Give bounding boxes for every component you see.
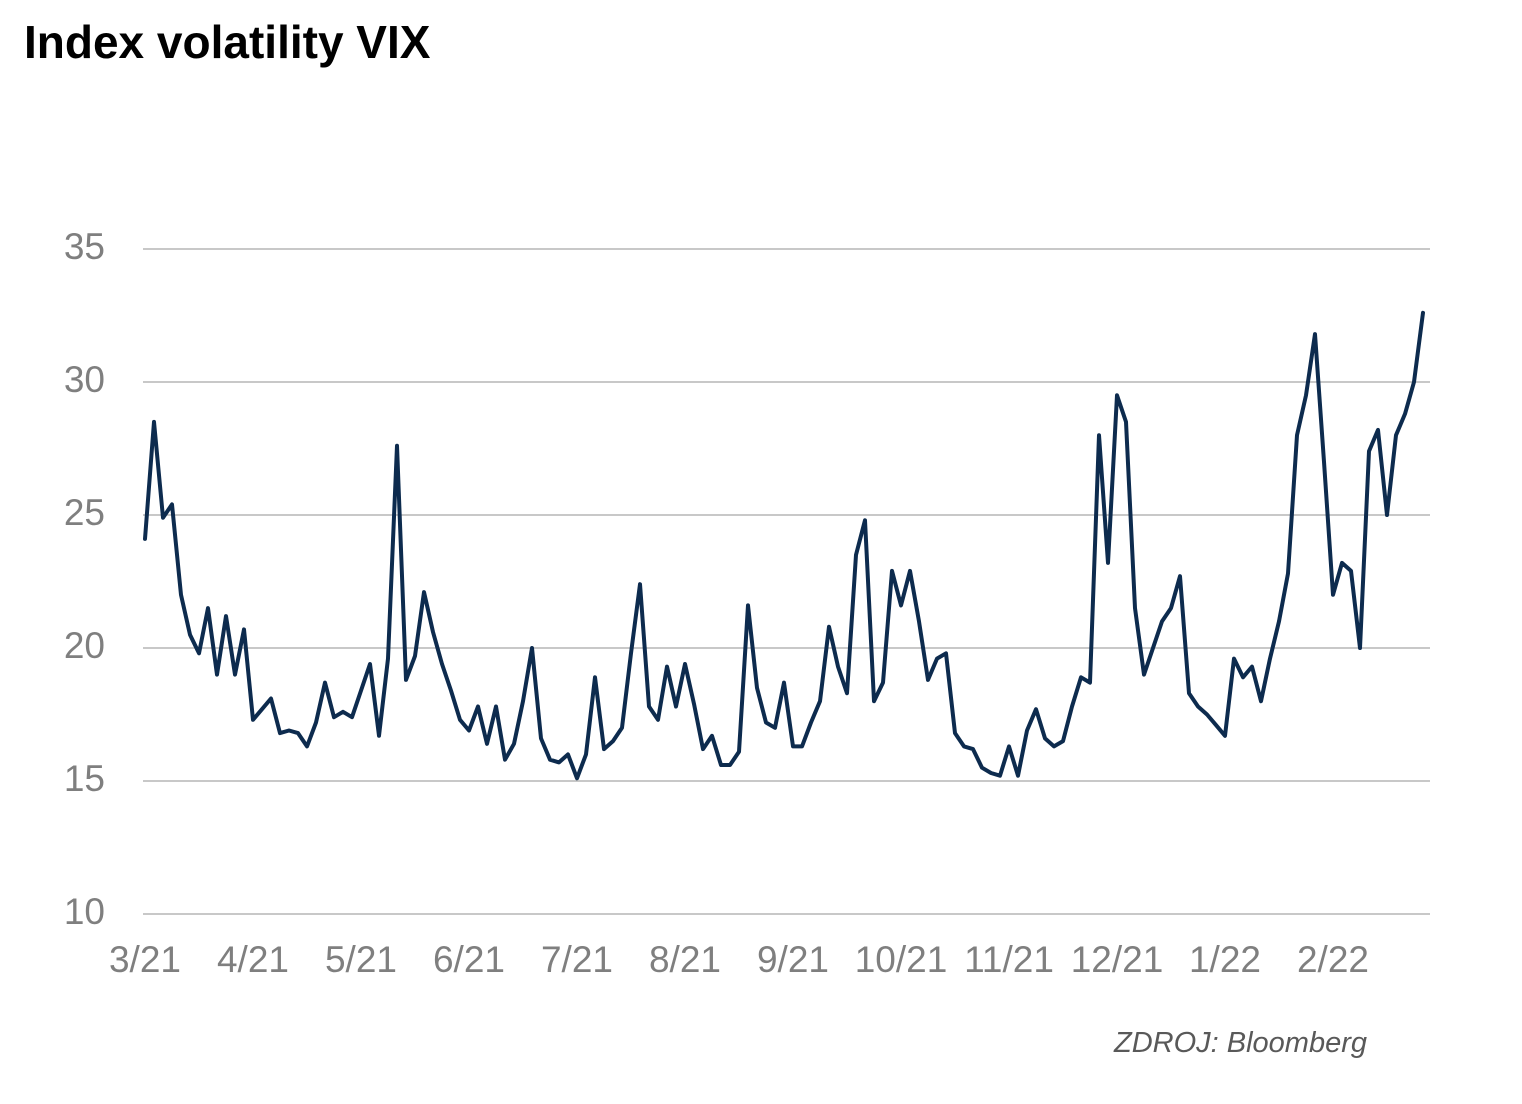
x-tick-label: 10/21 xyxy=(855,939,948,980)
y-tick-label: 10 xyxy=(64,891,105,932)
x-tick-label: 7/21 xyxy=(541,939,613,980)
y-tick-label: 20 xyxy=(64,625,105,666)
y-tick-label: 25 xyxy=(64,492,105,533)
x-tick-label: 4/21 xyxy=(217,939,289,980)
x-tick-label: 9/21 xyxy=(757,939,829,980)
x-tick-label: 12/21 xyxy=(1071,939,1164,980)
x-tick-label: 5/21 xyxy=(325,939,397,980)
data-line xyxy=(143,310,1425,781)
x-tick-label: 8/21 xyxy=(649,939,721,980)
x-tick-label: 1/22 xyxy=(1189,939,1261,980)
x-tick-label: 3/21 xyxy=(109,939,181,980)
y-tick-label: 35 xyxy=(64,226,105,267)
x-tick-label: 6/21 xyxy=(433,939,505,980)
y-tick-label: 30 xyxy=(64,359,105,400)
x-tick-label: 11/21 xyxy=(964,939,1054,980)
chart-title: Index volatility VIX xyxy=(24,16,431,68)
x-tick-label: 2/22 xyxy=(1297,939,1369,980)
source-note: ZDROJ: Bloomberg xyxy=(1113,1027,1367,1059)
y-tick-label: 15 xyxy=(64,758,105,799)
